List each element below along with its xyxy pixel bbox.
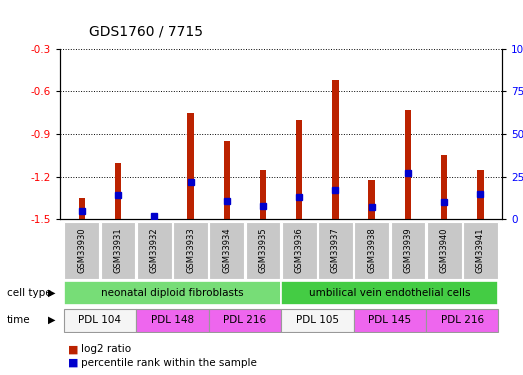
FancyBboxPatch shape [318, 222, 353, 279]
Text: PDL 105: PDL 105 [296, 315, 339, 325]
Text: GSM33940: GSM33940 [440, 228, 449, 273]
Text: ▶: ▶ [48, 315, 55, 325]
Text: GSM33937: GSM33937 [331, 227, 340, 273]
Bar [332, 80, 339, 219]
Text: GSM33935: GSM33935 [258, 228, 267, 273]
FancyBboxPatch shape [137, 222, 172, 279]
FancyBboxPatch shape [391, 222, 425, 279]
Text: umbilical vein endothelial cells: umbilical vein endothelial cells [309, 288, 471, 298]
Text: GSM33941: GSM33941 [476, 228, 485, 273]
Bar [405, 110, 411, 219]
FancyBboxPatch shape [209, 222, 244, 279]
Text: ■: ■ [68, 358, 78, 368]
Text: time: time [7, 315, 30, 325]
Text: GSM33930: GSM33930 [77, 228, 86, 273]
Text: GSM33932: GSM33932 [150, 228, 159, 273]
Text: neonatal diploid fibroblasts: neonatal diploid fibroblasts [101, 288, 244, 298]
Text: PDL 216: PDL 216 [223, 315, 266, 325]
Text: GSM33939: GSM33939 [403, 228, 413, 273]
FancyBboxPatch shape [354, 309, 426, 332]
Text: log2 ratio: log2 ratio [81, 345, 131, 354]
Text: GSM33933: GSM33933 [186, 227, 195, 273]
FancyBboxPatch shape [64, 309, 136, 332]
FancyBboxPatch shape [463, 222, 498, 279]
Text: GSM33934: GSM33934 [222, 228, 231, 273]
FancyBboxPatch shape [246, 222, 280, 279]
Text: GSM33938: GSM33938 [367, 227, 376, 273]
FancyBboxPatch shape [64, 281, 281, 304]
Text: GDS1760 / 7715: GDS1760 / 7715 [89, 24, 203, 38]
Text: percentile rank within the sample: percentile rank within the sample [81, 358, 257, 368]
FancyBboxPatch shape [173, 222, 208, 279]
FancyBboxPatch shape [64, 222, 99, 279]
FancyBboxPatch shape [427, 222, 461, 279]
Text: cell type: cell type [7, 288, 51, 298]
Text: PDL 104: PDL 104 [78, 315, 121, 325]
FancyBboxPatch shape [101, 222, 135, 279]
Bar [151, 216, 157, 219]
FancyBboxPatch shape [281, 281, 498, 304]
Bar [260, 170, 266, 219]
Text: ■: ■ [68, 345, 78, 354]
Bar [368, 180, 375, 219]
Bar [223, 141, 230, 219]
Text: PDL 145: PDL 145 [368, 315, 412, 325]
Bar [441, 155, 447, 219]
FancyBboxPatch shape [282, 222, 316, 279]
FancyBboxPatch shape [426, 309, 498, 332]
Text: PDL 216: PDL 216 [441, 315, 484, 325]
FancyBboxPatch shape [354, 222, 389, 279]
FancyBboxPatch shape [281, 309, 354, 332]
Bar [477, 170, 484, 219]
Text: GSM33931: GSM33931 [113, 228, 122, 273]
Bar [78, 198, 85, 219]
Text: PDL 148: PDL 148 [151, 315, 194, 325]
Text: GSM33936: GSM33936 [295, 227, 304, 273]
FancyBboxPatch shape [136, 309, 209, 332]
Bar [296, 120, 302, 219]
Bar [187, 113, 194, 219]
FancyBboxPatch shape [209, 309, 281, 332]
Text: ▶: ▶ [48, 288, 55, 298]
Bar [115, 162, 121, 219]
